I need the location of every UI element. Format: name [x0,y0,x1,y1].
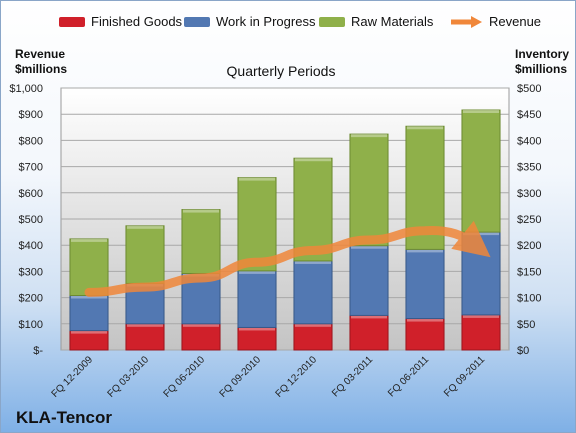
right-tick-label: $0 [517,345,529,357]
bar-highlight [406,249,444,253]
left-axis-title: Revenue $millions [15,47,67,77]
bar-work-in-progress [405,248,445,320]
left-axis-title-line1: Revenue [15,47,66,61]
left-tick-label: $900 [19,109,43,121]
bar-highlight [70,295,108,299]
bar-highlight [70,330,108,334]
bar-highlight [238,327,276,331]
bar-highlight [238,177,276,181]
bar-highlight [182,209,220,213]
bar-highlight [350,315,388,319]
x-tick-label: FQ 03-2011 [330,354,375,399]
bar-highlight [126,323,164,327]
bar-highlight [294,323,332,327]
chart-title: Quarterly Periods [226,63,336,79]
right-tick-label: $350 [517,162,541,174]
legend-item-raw-materials: Raw Materials [319,14,433,29]
left-tick-label: $700 [19,162,43,174]
right-tick-label: $300 [517,188,541,200]
right-axis-title-line1: Inventory [515,47,570,61]
bar-finished-goods [461,314,501,351]
right-tick-label: $500 [517,83,541,95]
right-tick-label: $250 [517,214,541,226]
legend-swatch-raw-materials [319,16,345,27]
x-tick-label: FQ 09-2011 [442,354,487,399]
legend-item-work-in-progress: Work in Progress [184,14,315,29]
bar-highlight [462,314,500,318]
bar-raw-materials [181,209,221,274]
bar-highlight [406,318,444,322]
left-axis-title-line2: $millions [15,62,68,76]
bar-highlight [462,110,500,114]
bar-raw-materials [461,109,501,233]
bar-work-in-progress [237,270,277,328]
bar-finished-goods [293,323,333,351]
bar-finished-goods [349,314,389,351]
bar-finished-goods [237,326,277,351]
legend-swatch-work-in-progress [184,16,210,27]
bar-raw-materials [293,157,333,262]
right-tick-label: $50 [517,319,535,331]
bar-work-in-progress [69,295,109,332]
bar-highlight [182,323,220,327]
x-tick-label: FQ 06-2010 [162,354,208,400]
left-tick-label: $600 [19,188,43,200]
right-tick-label: $400 [517,135,541,147]
bar-raw-materials [237,177,277,272]
legend-label-work-in-progress: Work in Progress [216,14,316,29]
bar-finished-goods [405,318,445,351]
left-tick-label: $300 [19,266,43,278]
legend-label-finished-goods: Finished Goods [91,14,183,29]
bar-highlight [406,126,444,130]
bar-work-in-progress [349,245,389,316]
x-tick-label: FQ 09-2010 [218,354,264,400]
bar-highlight [294,260,332,264]
chart-legend: Finished Goods Work in Progress Raw Mate… [1,14,575,34]
legend-label-revenue: Revenue [489,14,542,29]
left-tick-label: $1,000 [9,83,43,95]
legend-label-raw-materials: Raw Materials [351,14,434,29]
bar-raw-materials [125,225,165,284]
right-tick-label: $100 [517,293,541,305]
legend-arrow-revenue [451,15,482,28]
bar-highlight [294,158,332,162]
x-tick-label: FQ 03-2010 [106,354,152,400]
left-tick-label: $400 [19,240,43,252]
bar-work-in-progress [293,260,333,325]
bar-highlight [126,225,164,229]
bar-finished-goods [181,323,221,351]
right-axis-title-line2: $millions [515,62,568,76]
company-name: KLA-Tencor [16,408,113,427]
right-tick-label: $450 [517,109,541,121]
left-tick-label: $500 [19,214,43,226]
legend-item-finished-goods: Finished Goods [59,14,182,29]
bar-finished-goods [125,323,165,351]
legend-item-revenue: Revenue [449,14,541,29]
bar-raw-materials [349,133,389,247]
right-axis-title: Inventory $millions [515,47,569,77]
left-tick-label: $- [33,345,43,357]
bar-highlight [238,270,276,274]
left-tick-label: $800 [19,135,43,147]
bar-highlight [350,134,388,138]
x-tick-label: FQ 12-2010 [274,354,320,400]
right-tick-label: $200 [517,240,541,252]
x-tick-label: FQ 06-2011 [386,354,431,399]
left-tick-label: $200 [19,293,43,305]
right-tick-label: $150 [517,266,541,278]
bar-highlight [350,245,388,249]
left-tick-label: $100 [19,319,43,331]
legend-swatch-finished-goods [59,16,85,27]
bar-raw-materials [69,238,109,297]
bar-highlight [70,238,108,242]
revenue-line [84,220,491,297]
x-tick-label: FQ 12-2009 [50,354,96,400]
